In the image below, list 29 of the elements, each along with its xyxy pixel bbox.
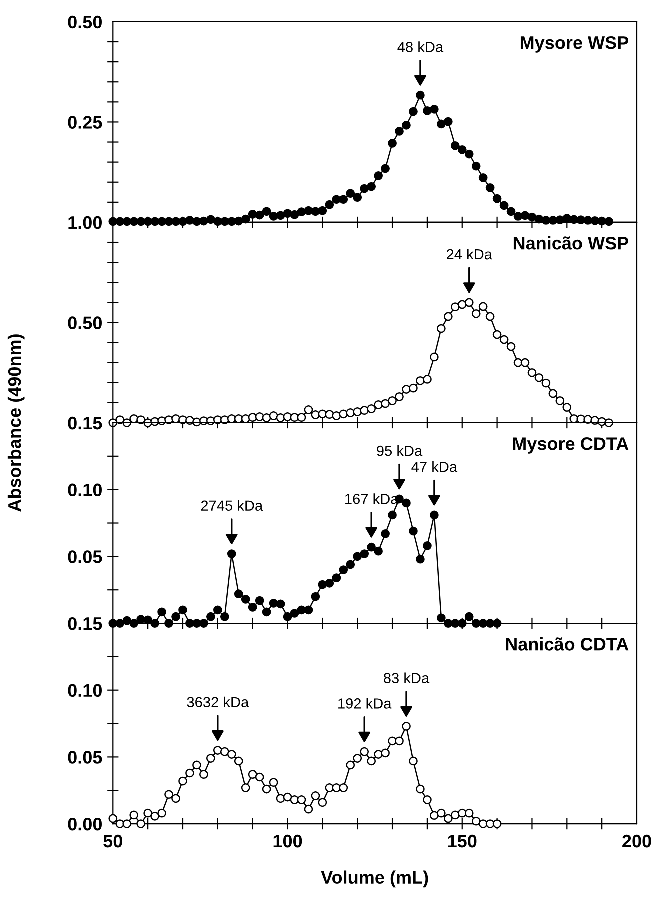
y-tick-label: 0.10 <box>68 484 102 497</box>
y-tick-label: 0.25 <box>68 116 102 129</box>
y-tick-label: 0.05 <box>68 550 102 564</box>
x-tick-label: 200 <box>622 834 652 848</box>
y-tick-label: 0.15 <box>68 416 102 430</box>
x-tick-label: 50 <box>104 834 122 848</box>
y-tick-label: 0.15 <box>68 617 102 630</box>
text: Mysore WSP <box>520 36 629 53</box>
y-tick-label: 0.05 <box>68 751 102 764</box>
text: Nanicão CDTA <box>506 638 629 651</box>
text: Nanicão WSP <box>514 236 629 250</box>
text: Mysore CDTA <box>513 438 629 454</box>
annotation: 83 kDa <box>384 672 430 684</box>
x-tick-label: 100 <box>274 834 302 848</box>
annotation: 192 kDa <box>338 698 392 709</box>
annotation: 95 kDa <box>377 446 423 456</box>
annotation: 47 kDa <box>412 462 458 472</box>
annotation: 2745 kDa <box>201 500 264 512</box>
annotation: 48 kDa <box>398 42 444 52</box>
x-axis-title: Volume (mL) <box>321 870 428 888</box>
annotation: 3632 kDa <box>187 696 250 708</box>
y-tick-label: 0.10 <box>68 684 102 698</box>
y-tick-label: 0.50 <box>68 316 102 330</box>
annotation: 24 kDa <box>446 248 492 260</box>
y-tick-label: 0.00 <box>68 818 102 831</box>
x-tick-label: 150 <box>448 834 477 848</box>
y-tick-label: 1.00 <box>68 216 102 230</box>
y-tick-label: 0.50 <box>68 16 102 29</box>
y-axis-title: Absorbance (490nm) <box>8 334 25 512</box>
